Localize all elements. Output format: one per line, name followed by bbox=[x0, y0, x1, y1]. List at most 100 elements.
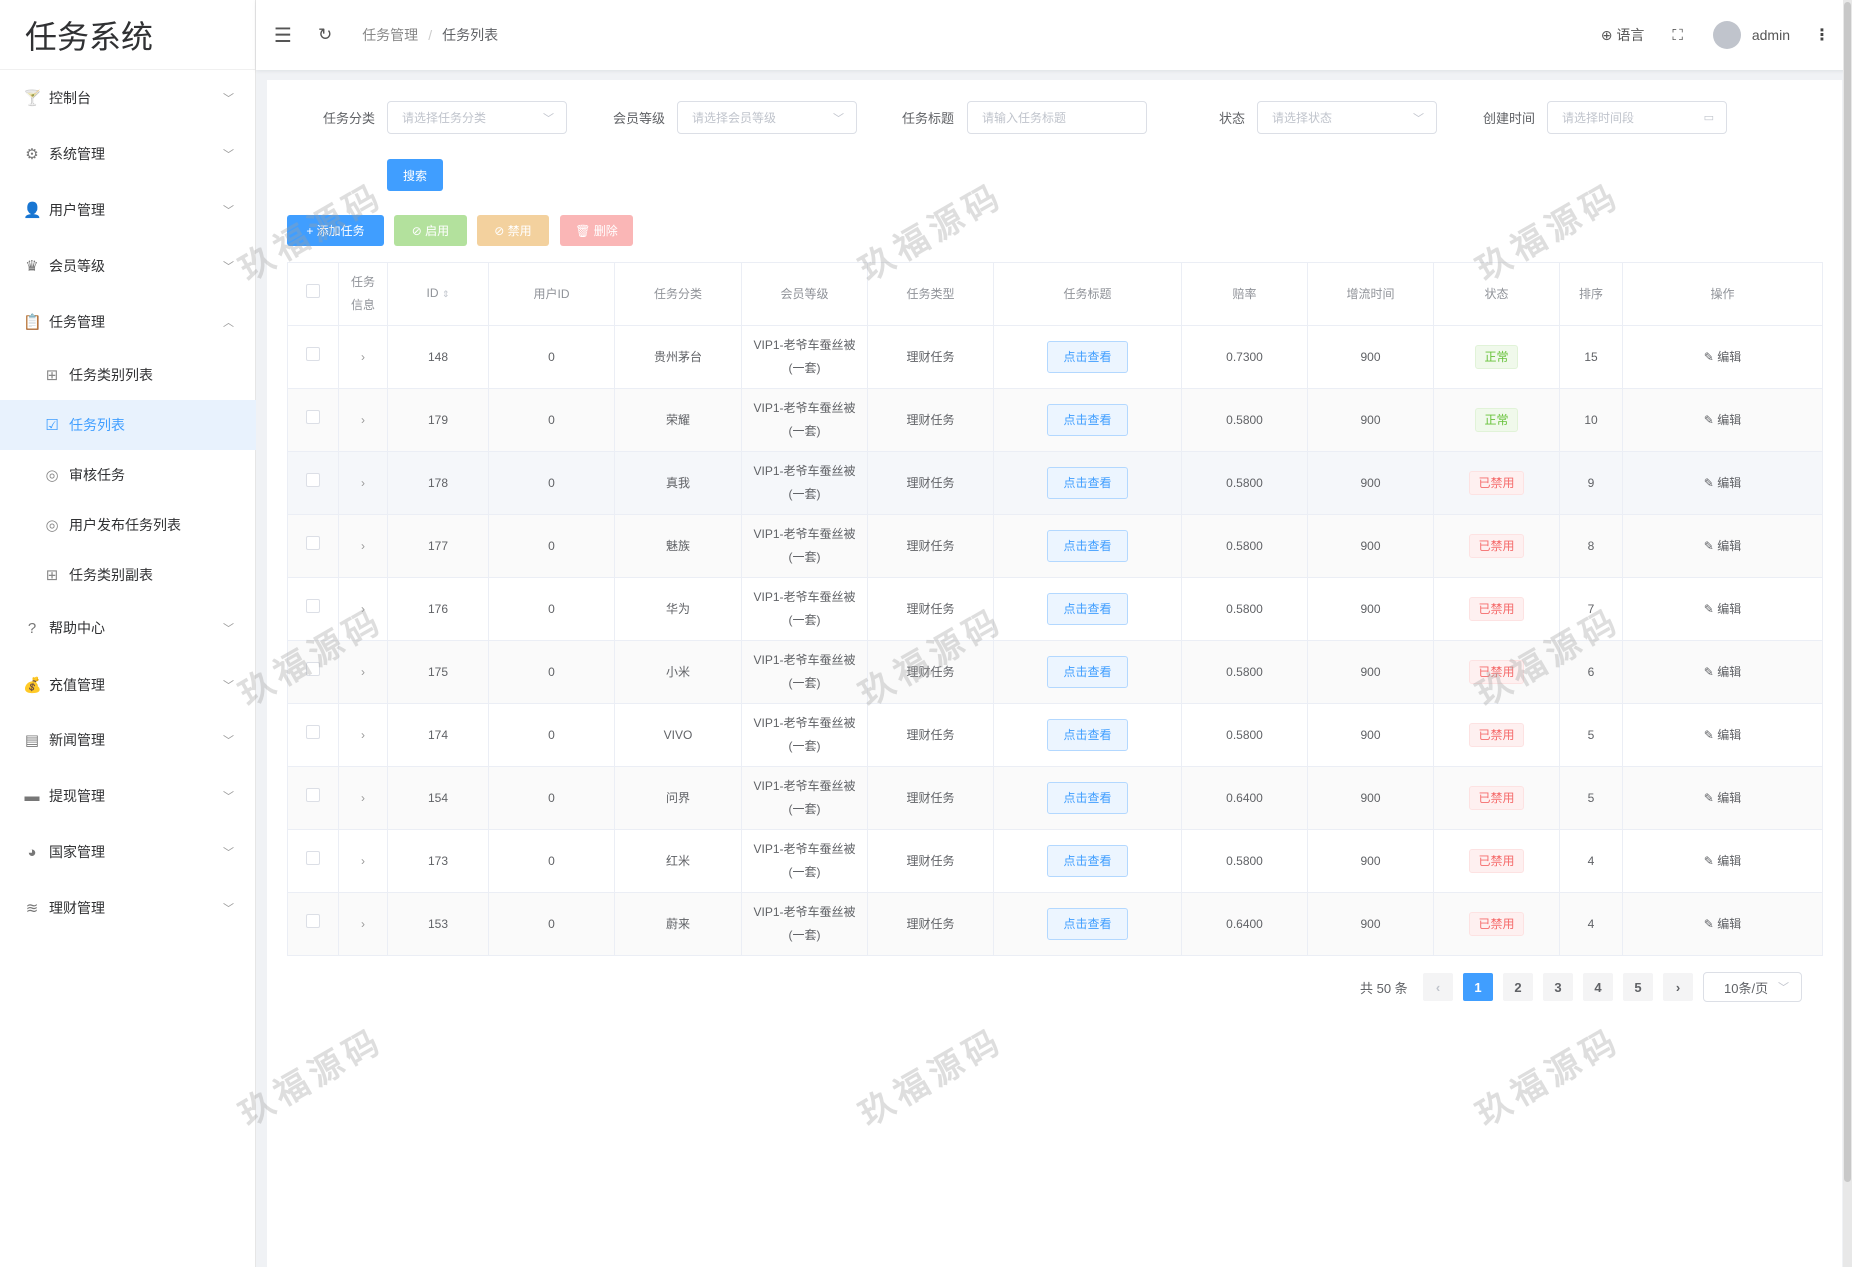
sidebar-item-10[interactable]: ≋ 理财管理 ﹀ bbox=[0, 883, 256, 933]
row-checkbox[interactable] bbox=[306, 787, 320, 802]
breadcrumb-item[interactable]: 任务管理 bbox=[362, 27, 419, 43]
enable-button[interactable]: ⊘ 启用 bbox=[394, 215, 467, 246]
sidebar-subitem-1[interactable]: ☑ 任务列表 bbox=[0, 400, 256, 450]
expand-row-icon[interactable]: › bbox=[361, 916, 365, 931]
edit-button[interactable]: ✎ 编辑 bbox=[1704, 476, 1741, 490]
sidebar-subitem-0[interactable]: ⊞ 任务类别列表 bbox=[0, 350, 256, 400]
expand-row-icon[interactable]: › bbox=[361, 853, 365, 868]
expand-row-icon[interactable]: › bbox=[361, 475, 365, 490]
page-button[interactable]: 3 bbox=[1543, 973, 1573, 1001]
view-title-button[interactable]: 点击查看 bbox=[1047, 593, 1128, 625]
sidebar-subitem-4[interactable]: ⊞ 任务类别副表 bbox=[0, 550, 256, 600]
sidebar-subitem-2[interactable]: ◎ 审核任务 bbox=[0, 450, 256, 500]
page-size-select[interactable]: 10条/页 ﹀ bbox=[1703, 972, 1802, 1002]
view-title-button[interactable]: 点击查看 bbox=[1047, 782, 1128, 814]
cell-title: 点击查看 bbox=[993, 640, 1182, 704]
delete-button[interactable]: 🗑 删除 bbox=[560, 215, 633, 246]
view-title-button[interactable]: 点击查看 bbox=[1047, 341, 1128, 373]
edit-button[interactable]: ✎ 编辑 bbox=[1704, 728, 1741, 742]
expand-row-icon[interactable]: › bbox=[361, 349, 365, 364]
filter-created-datepicker[interactable]: 请选择时间段 ▭ bbox=[1547, 101, 1727, 134]
row-checkbox[interactable] bbox=[306, 913, 320, 928]
sidebar-item-6[interactable]: 💰 充值管理 ﹀ bbox=[0, 660, 256, 710]
view-title-button[interactable]: 点击查看 bbox=[1047, 845, 1128, 877]
edit-button[interactable]: ✎ 编辑 bbox=[1704, 413, 1741, 427]
view-title-button[interactable]: 点击查看 bbox=[1047, 908, 1128, 940]
sort-icon[interactable]: ⇕ bbox=[441, 289, 450, 299]
sidebar-subitem-3[interactable]: ◎ 用户发布任务列表 bbox=[0, 500, 256, 550]
fullscreen-icon[interactable]: ⛶ bbox=[1672, 26, 1683, 44]
cell-status: 已禁用 bbox=[1433, 640, 1560, 704]
view-title-button[interactable]: 点击查看 bbox=[1047, 530, 1128, 562]
cell-title: 点击查看 bbox=[993, 325, 1182, 389]
page-button[interactable]: 1 bbox=[1463, 973, 1493, 1001]
sidebar-item-7[interactable]: ▤ 新闻管理 ﹀ bbox=[0, 715, 256, 765]
view-title-button[interactable]: 点击查看 bbox=[1047, 404, 1128, 436]
filter-status-select[interactable]: 请选择状态 ﹀ bbox=[1257, 101, 1437, 134]
edit-button[interactable]: ✎ 编辑 bbox=[1704, 791, 1741, 805]
edit-button[interactable]: ✎ 编辑 bbox=[1704, 665, 1741, 679]
edit-button[interactable]: ✎ 编辑 bbox=[1704, 539, 1741, 553]
row-checkbox[interactable] bbox=[306, 724, 320, 739]
row-checkbox[interactable] bbox=[306, 598, 320, 613]
chevron-down-icon: ﹀ bbox=[833, 112, 844, 125]
expand-row-icon[interactable]: › bbox=[361, 412, 365, 427]
row-checkbox[interactable] bbox=[306, 850, 320, 865]
cell-user-id: 0 bbox=[488, 640, 615, 704]
column-header-id[interactable]: ID ⇕ bbox=[387, 262, 489, 326]
sidebar-item-8[interactable]: ▬ 提现管理 ﹀ bbox=[0, 771, 256, 821]
cell-user-id: 0 bbox=[488, 577, 615, 641]
scrollbar-thumb[interactable] bbox=[1844, 2, 1851, 1182]
filter-level-select[interactable]: 请选择会员等级 ﹀ bbox=[677, 101, 857, 134]
next-page-button[interactable]: › bbox=[1663, 973, 1693, 1001]
row-checkbox[interactable] bbox=[306, 472, 320, 487]
add-task-button[interactable]: + 添加任务 bbox=[287, 215, 384, 246]
sidebar-item-label: 提现管理 bbox=[49, 788, 105, 804]
cell-actions: ✎ 编辑 bbox=[1622, 388, 1823, 452]
sidebar-item-1[interactable]: ⚙ 系统管理 ﹀ bbox=[0, 129, 256, 179]
prev-page-button[interactable]: ‹ bbox=[1423, 973, 1453, 1001]
row-checkbox[interactable] bbox=[306, 346, 320, 361]
view-title-button[interactable]: 点击查看 bbox=[1047, 467, 1128, 499]
expand-row-icon[interactable]: › bbox=[361, 601, 365, 616]
edit-button[interactable]: ✎ 编辑 bbox=[1704, 350, 1741, 364]
sidebar-item-2[interactable]: 👤 用户管理 ﹀ bbox=[0, 185, 256, 235]
row-checkbox[interactable] bbox=[306, 661, 320, 676]
sidebar-subitem-label: 任务类别列表 bbox=[69, 367, 153, 383]
expand-row-icon[interactable]: › bbox=[361, 790, 365, 805]
filter-title-input[interactable]: 请输入任务标题 bbox=[967, 101, 1147, 134]
select-all-checkbox[interactable] bbox=[306, 283, 320, 298]
page-button[interactable]: 2 bbox=[1503, 973, 1533, 1001]
search-button[interactable]: 搜索 bbox=[387, 159, 443, 191]
username[interactable]: admin bbox=[1751, 27, 1790, 43]
refresh-icon[interactable]: ↻ bbox=[317, 25, 333, 44]
edit-button[interactable]: ✎ 编辑 bbox=[1704, 917, 1741, 931]
page-button[interactable]: 5 bbox=[1623, 973, 1653, 1001]
filter-category-select[interactable]: 请选择任务分类 ﹀ bbox=[387, 101, 567, 134]
expand-row-icon[interactable]: › bbox=[361, 727, 365, 742]
disable-button[interactable]: ⊘ 禁用 bbox=[477, 215, 549, 246]
expand-row-icon[interactable]: › bbox=[361, 664, 365, 679]
cell-user-id: 0 bbox=[488, 829, 615, 893]
sidebar-item-3[interactable]: ♛ 会员等级 ﹀ bbox=[0, 241, 256, 291]
status-badge: 已禁用 bbox=[1469, 723, 1524, 747]
row-checkbox[interactable] bbox=[306, 535, 320, 550]
page-button[interactable]: 4 bbox=[1583, 973, 1613, 1001]
view-title-button[interactable]: 点击查看 bbox=[1047, 656, 1128, 688]
edit-button[interactable]: ✎ 编辑 bbox=[1704, 854, 1741, 868]
menu-toggle-icon[interactable]: ☰ bbox=[274, 24, 292, 47]
language-button[interactable]: ⊕ 语言 bbox=[1601, 25, 1645, 45]
sidebar-item-0[interactable]: 🍸 控制台 ﹀ bbox=[0, 73, 256, 123]
sidebar-item-4[interactable]: 📋 任务管理 ︿ bbox=[0, 297, 256, 347]
row-checkbox[interactable] bbox=[306, 409, 320, 424]
expand-row-icon[interactable]: › bbox=[361, 538, 365, 553]
avatar[interactable] bbox=[1712, 21, 1741, 49]
more-vertical-icon[interactable]: ⋮ bbox=[1814, 27, 1830, 44]
view-title-button[interactable]: 点击查看 bbox=[1047, 719, 1128, 751]
edit-button[interactable]: ✎ 编辑 bbox=[1704, 602, 1741, 616]
header-label: 任务分类 bbox=[653, 286, 702, 301]
sidebar-item-5[interactable]: ? 帮助中心 ﹀ bbox=[0, 603, 256, 653]
database-icon: ≋ bbox=[25, 900, 39, 917]
page-scrollbar[interactable] bbox=[1843, 0, 1852, 1267]
sidebar-item-9[interactable]: ◕ 国家管理 ﹀ bbox=[0, 827, 256, 877]
